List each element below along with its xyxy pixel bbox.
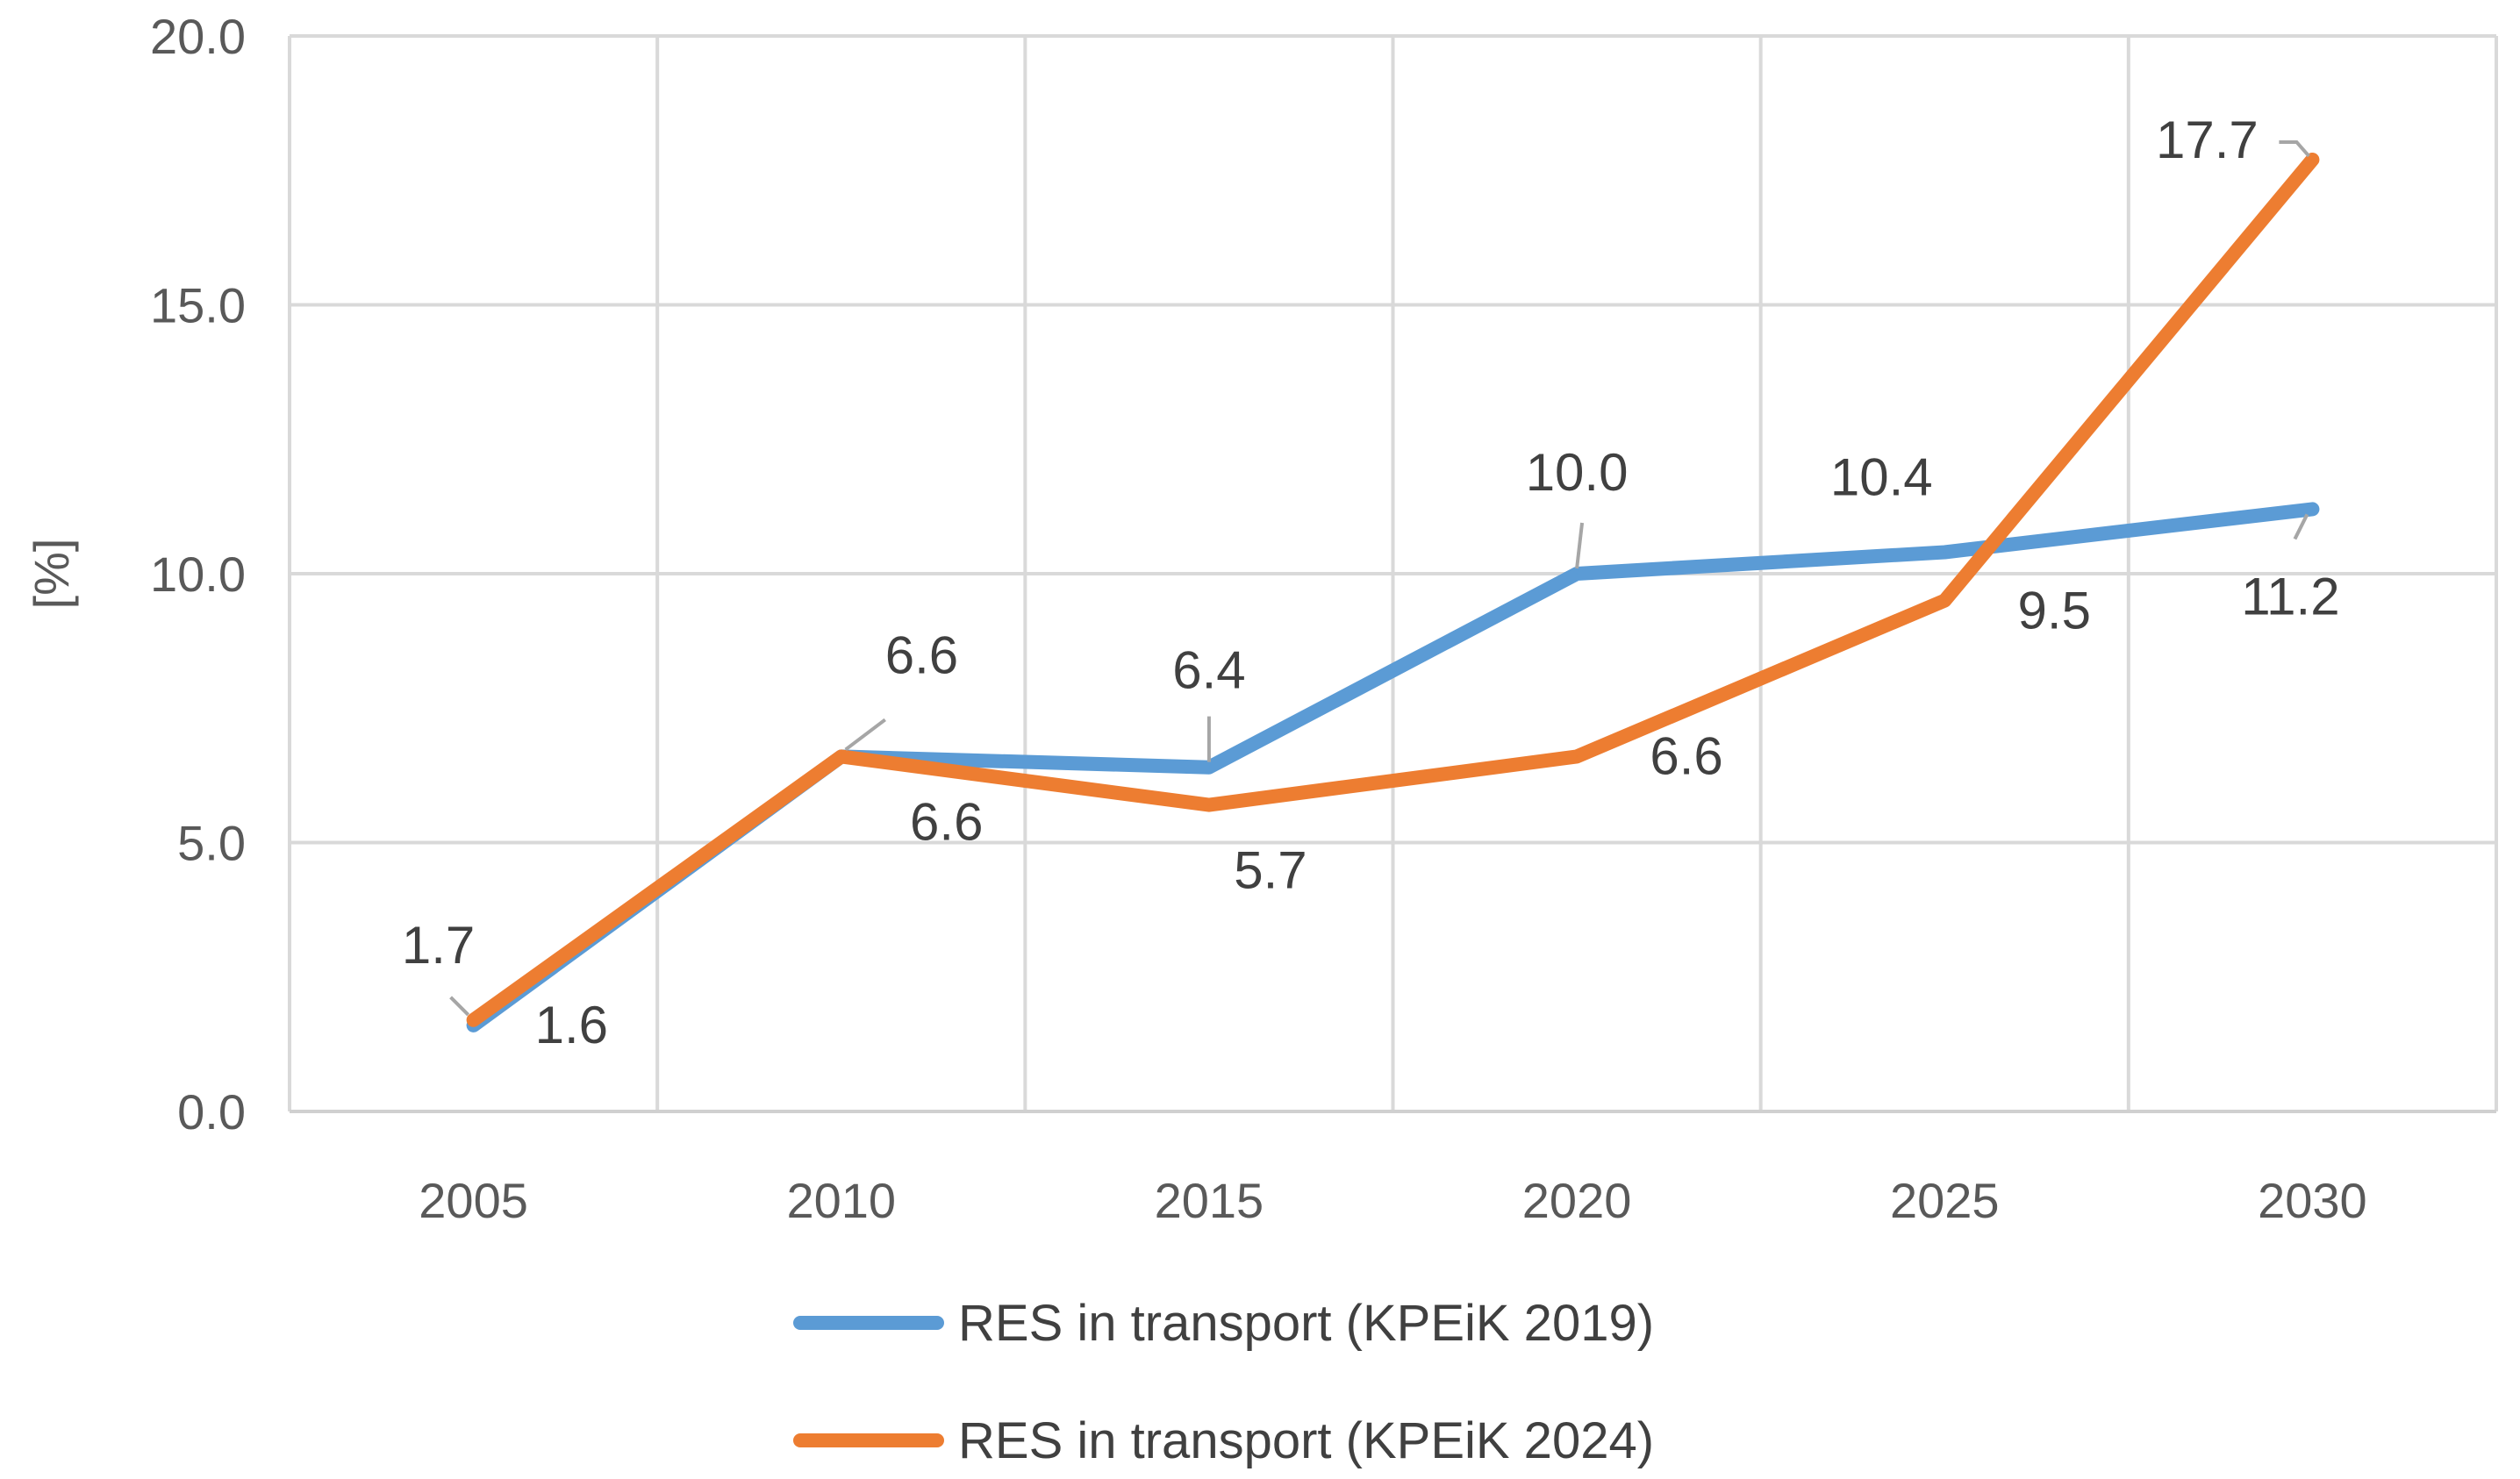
data-label: 1.7 — [402, 916, 475, 975]
series-layer — [466, 153, 2320, 1032]
label-leader-line — [449, 996, 469, 1017]
y-tick-label: 10.0 — [150, 547, 246, 602]
x-tick-label: 2010 — [786, 1173, 896, 1228]
x-tick-label: 2015 — [1155, 1173, 1264, 1228]
axis-layer: 0.0 5.0 10.0 15.0 20.0 2005 2010 2015 2020 2025 20… — [24, 9, 2496, 1228]
data-point — [1576, 755, 1579, 758]
x-tick-label: 2025 — [1890, 1173, 2000, 1228]
x-tick-label: 2030 — [2258, 1173, 2367, 1228]
y-tick-label: 20.0 — [150, 9, 246, 64]
data-point — [1576, 573, 1579, 575]
label-layer: 1.6 6.6 6.4 10.0 10.4 11.2 1.7 6.6 5.7 6.6 9.5 17.7 — [402, 111, 2340, 1054]
data-point — [2311, 508, 2314, 511]
legend: RES in transport (KPEiK 2019) RES in tran… — [793, 1295, 1654, 1469]
series-line-2 — [466, 153, 2320, 1027]
data-label: 6.6 — [885, 625, 958, 684]
label-leader-line — [2279, 139, 2310, 158]
data-label: 9.5 — [2018, 582, 2091, 640]
y-tick-label: 5.0 — [177, 816, 246, 871]
data-label: 11.2 — [2241, 567, 2339, 625]
data-point — [1944, 599, 1946, 602]
data-label: 6.4 — [1172, 641, 1245, 700]
data-point — [472, 1018, 475, 1021]
y-tick-label: 0.0 — [177, 1084, 246, 1140]
label-leader-line — [1575, 522, 1585, 569]
data-point — [1207, 804, 1210, 806]
data-label: 17.7 — [2156, 111, 2259, 169]
data-label: 6.6 — [1650, 726, 1722, 785]
data-point — [1207, 766, 1210, 768]
data-point — [2311, 158, 2314, 161]
legend-entry-1: RES in transport (KPEiK 2019) — [793, 1295, 1654, 1352]
data-label: 6.6 — [910, 792, 983, 851]
data-point — [1944, 551, 1946, 554]
data-label: 1.6 — [535, 996, 608, 1054]
legend-label: RES in transport (KPEiK 2024) — [958, 1412, 1654, 1469]
label-leader-line — [844, 718, 886, 752]
data-point — [840, 755, 842, 758]
x-tick-label: 2005 — [419, 1173, 528, 1228]
y-axis-title: [%] — [24, 539, 79, 610]
grid-layer — [288, 34, 2498, 1111]
data-label: 5.7 — [1234, 841, 1307, 900]
legend-label: RES in transport (KPEiK 2019) — [958, 1295, 1654, 1352]
data-label: 10.0 — [1526, 443, 1629, 502]
legend-entry-2: RES in transport (KPEiK 2024) — [793, 1412, 1654, 1469]
label-leader-line — [2293, 513, 2309, 540]
y-tick-label: 15.0 — [150, 278, 246, 333]
data-label: 10.4 — [1830, 447, 1933, 506]
x-tick-label: 2020 — [1522, 1173, 1632, 1228]
